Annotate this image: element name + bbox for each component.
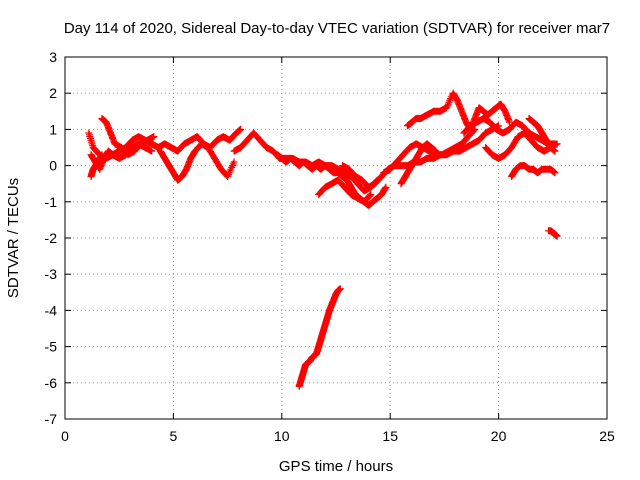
y-tick-label: -2 [45,230,58,246]
satellite-track-18 [295,285,344,390]
x-tick-label: 20 [491,428,507,444]
plot-frame [64,56,608,420]
x-tick-label: 5 [170,428,178,444]
y-tick-label: 3 [49,49,57,65]
y-tick-label: -3 [45,266,58,282]
data-point-markers [87,151,106,180]
x-tick-labels: 0 5 10 15 20 25 [61,428,615,444]
x-tick-label: 25 [599,428,615,444]
x-axis-label: GPS time / hours [279,458,393,475]
grid-lines [65,57,607,419]
y-axis-label: SDTVAR / TECUs [5,178,22,298]
y-tick-label: -7 [45,411,58,427]
y-tick-label: 2 [49,85,57,101]
data-points [85,89,561,390]
y-tick-label: 0 [49,158,57,174]
satellite-track-16 [397,140,440,188]
satellite-track-7 [274,151,390,209]
y-tick-label: -6 [45,375,58,391]
satellite-track-5 [156,140,238,184]
data-point-markers [156,140,238,184]
data-point-markers [98,115,158,159]
data-point-markers [525,115,559,155]
satellite-track-15 [525,115,559,155]
y-tick-label: -1 [45,194,58,210]
data-point-markers [315,176,375,206]
satellite-track-8 [315,176,375,206]
satellite-track-4 [87,151,106,180]
y-tick-labels: 3 2 1 0 -1 -2 -3 -4 -5 -6 -7 [45,49,58,427]
y-tick-label: -4 [45,302,58,318]
data-point-markers [295,285,344,390]
satellite-track-3 [98,115,158,159]
x-tick-label: 0 [61,428,69,444]
data-point-markers [274,151,390,209]
x-tick-label: 15 [382,428,398,444]
data-point-markers [545,227,561,240]
data-point-markers [508,162,559,180]
satellite-track-14 [508,162,559,180]
data-point-markers [397,140,440,188]
chart-title: Day 114 of 2020, Sidereal Day-to-day VTE… [64,20,610,37]
satellite-track-17 [545,227,561,240]
y-tick-label: -5 [45,339,58,355]
y-tick-label: 1 [49,121,57,137]
x-tick-label: 10 [274,428,290,444]
